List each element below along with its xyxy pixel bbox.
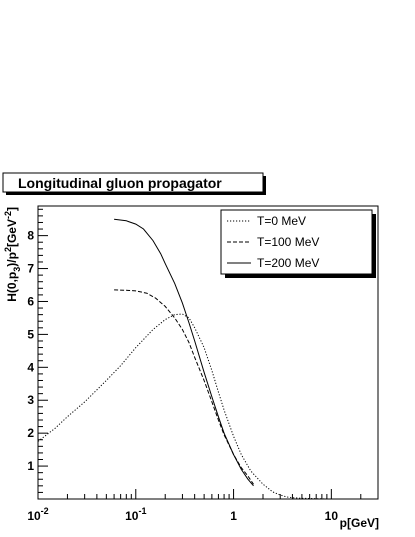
y-tick-label: 4	[27, 360, 34, 374]
y-tick-label: 1	[27, 459, 34, 473]
series-layer	[37, 218, 332, 500]
y-tick-label: 3	[27, 393, 34, 407]
plot-frame	[37, 205, 379, 500]
y-tick-label: 8	[27, 229, 34, 243]
x-tick-label: 10-2	[27, 506, 48, 523]
axis-ticks	[37, 208, 379, 500]
chart-title-box: Longitudinal gluon propagator	[2, 172, 266, 195]
y-tick-label: 6	[27, 294, 34, 308]
legend-label-3: T=200 MeV	[257, 256, 319, 270]
y-tick-label: 5	[27, 327, 34, 341]
x-tick-label: 1	[230, 509, 237, 523]
x-tick-label: 10	[325, 509, 339, 523]
series-line-2	[114, 289, 254, 485]
series-line-3	[114, 218, 254, 487]
x-tick-label: 10-1	[125, 506, 146, 523]
y-axis-label: H(0,p3)/p2[GeV-2]	[3, 207, 22, 302]
legend: T=0 MeV T=100 MeV T=200 MeV	[220, 209, 376, 278]
legend-label-2: T=100 MeV	[257, 235, 319, 249]
y-tick-label: 7	[27, 262, 34, 276]
y-tick-label: 2	[27, 426, 34, 440]
tick-labels: 1 2 3 4 5 6 7 8 10-2 10-1 1 10	[27, 229, 338, 523]
x-axis-label: p[GeV]	[340, 516, 379, 530]
legend-label-1: T=0 MeV	[257, 214, 306, 228]
chart-title: Longitudinal gluon propagator	[18, 175, 222, 191]
series-line-1	[37, 313, 332, 500]
